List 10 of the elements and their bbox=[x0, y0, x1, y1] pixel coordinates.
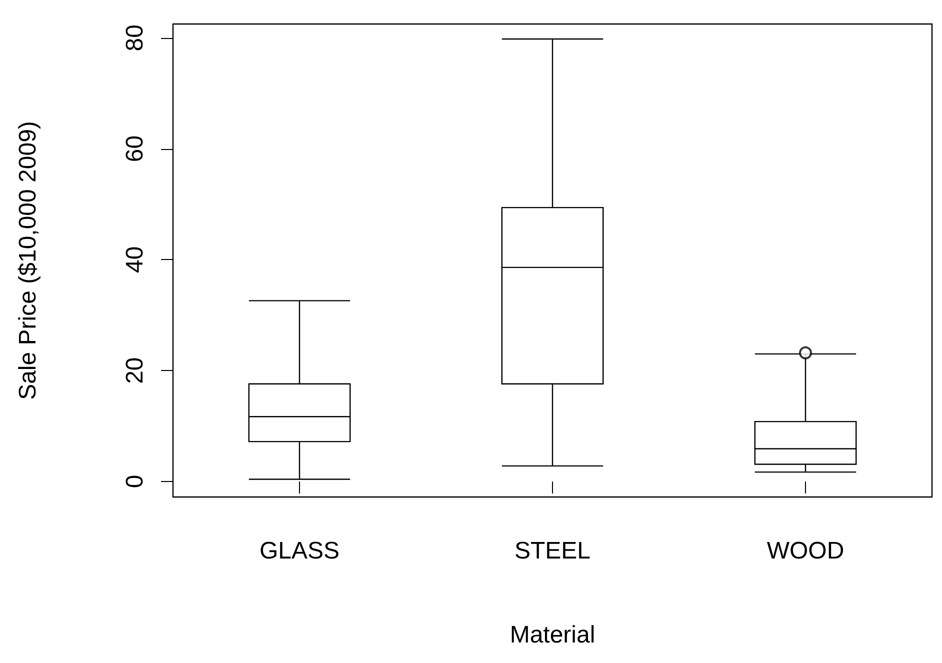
x-axis-title: Material bbox=[510, 622, 596, 648]
x-tick-label: WOOD bbox=[766, 538, 844, 564]
x-tick-label: STEEL bbox=[514, 538, 591, 564]
y-tick-label: 40 bbox=[122, 246, 148, 274]
y-tick-label: 20 bbox=[122, 357, 148, 384]
y-tick-label: 0 bbox=[122, 474, 148, 488]
y-tick-label: 60 bbox=[122, 135, 148, 162]
y-axis-title: Sale Price ($10,000 2009) bbox=[14, 121, 42, 400]
x-tick-label: GLASS bbox=[259, 538, 340, 564]
y-tick-label: 80 bbox=[122, 24, 148, 52]
